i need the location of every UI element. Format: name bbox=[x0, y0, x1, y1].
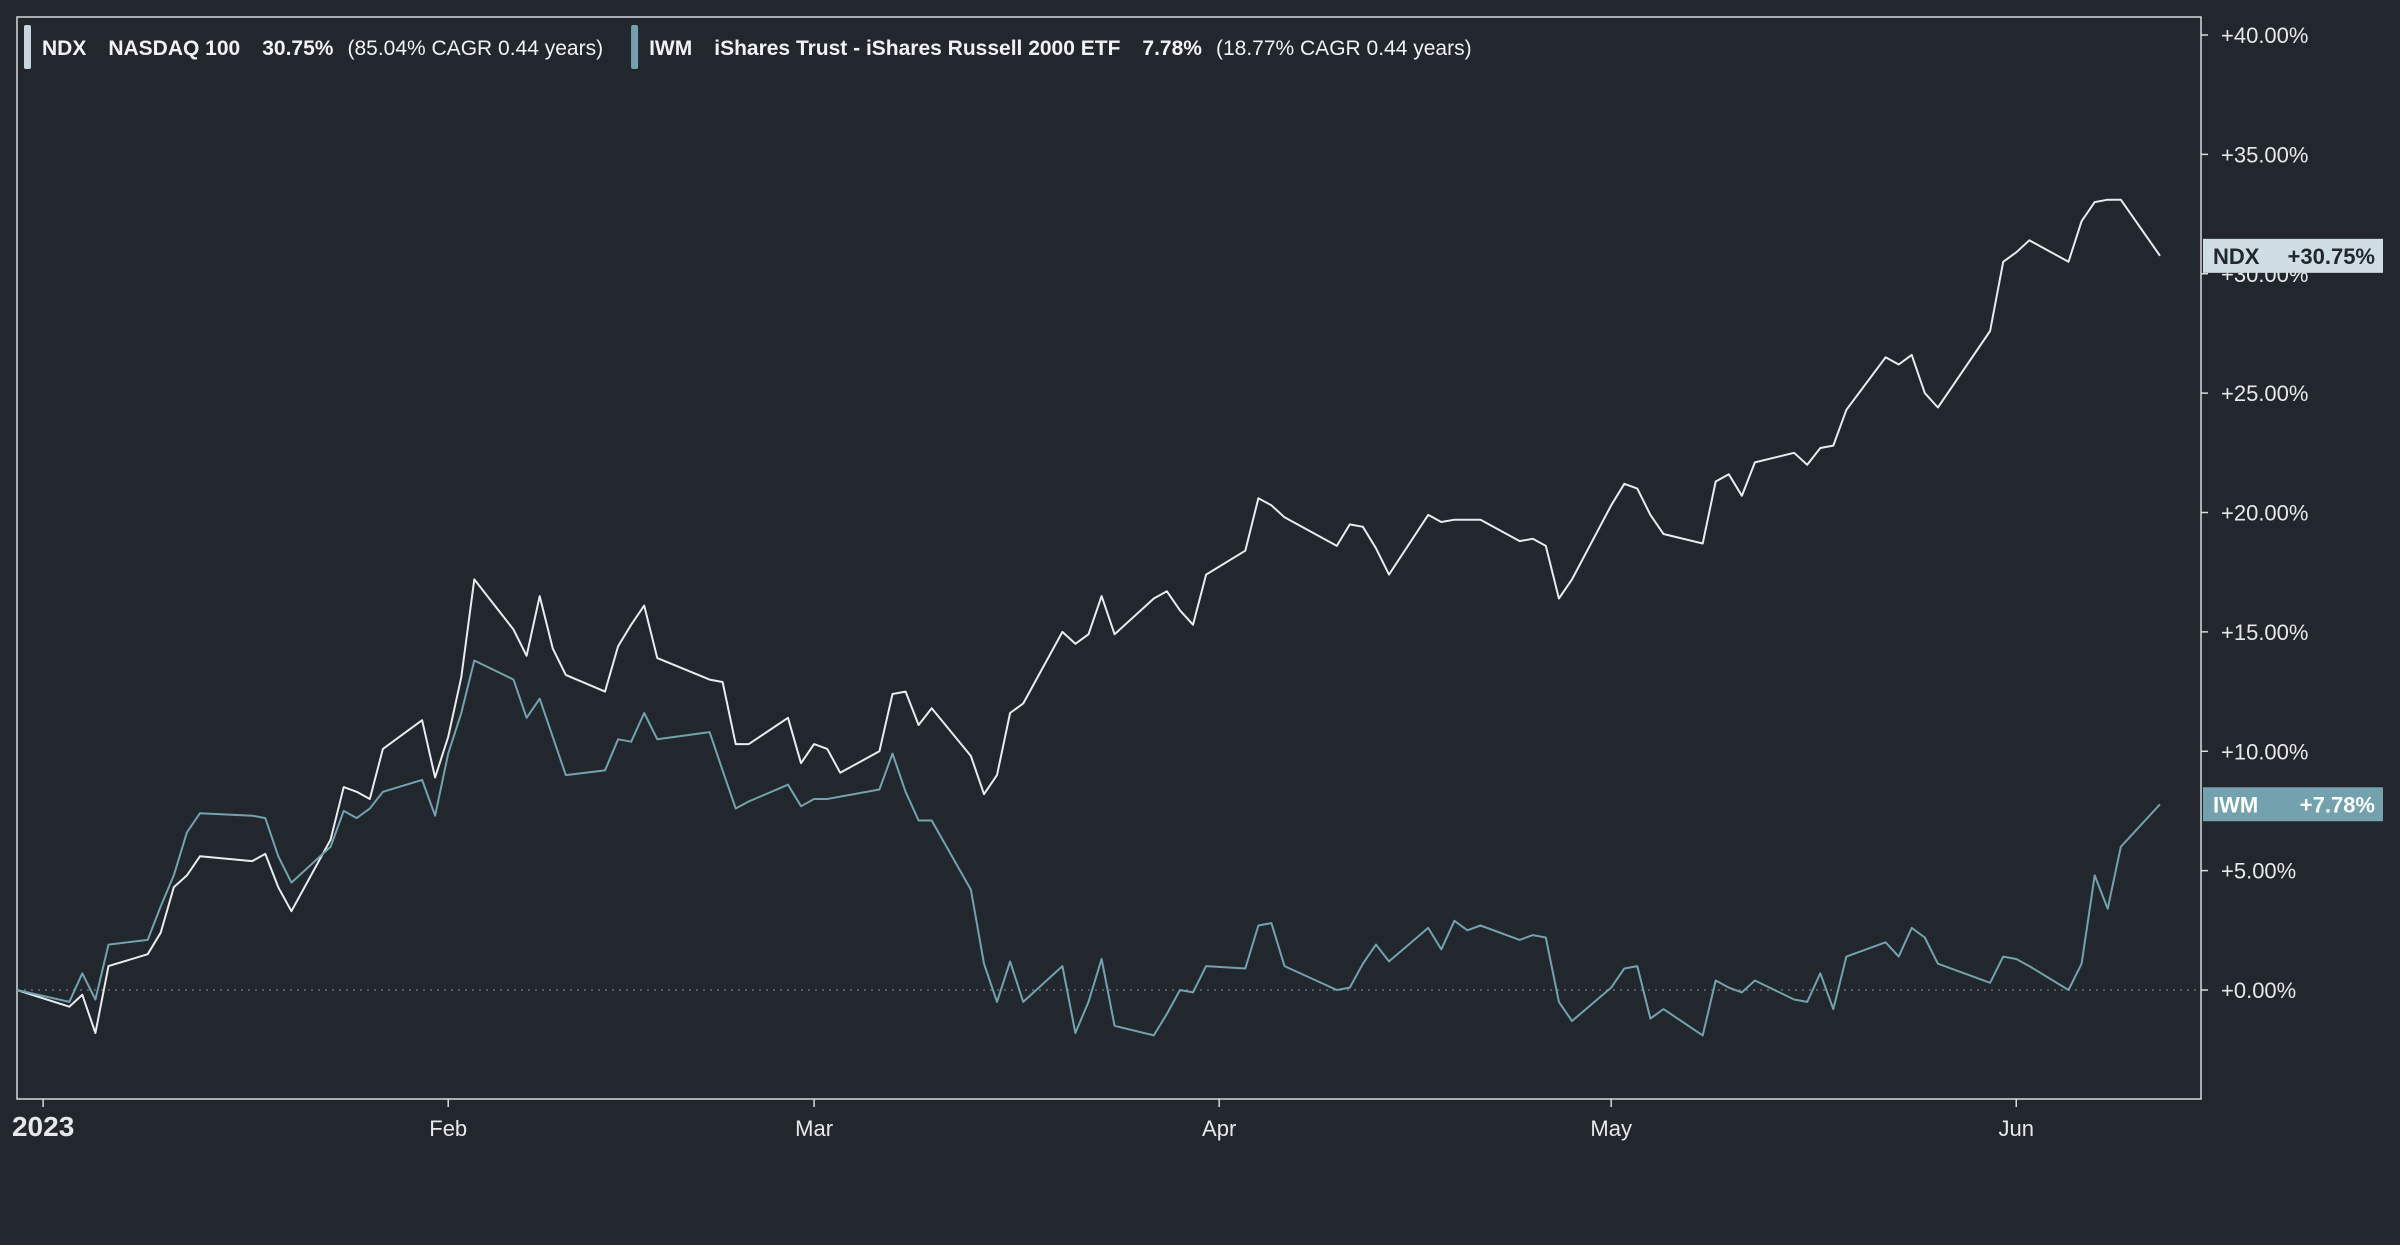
legend-swatch bbox=[24, 25, 31, 69]
series-line-ndx[interactable] bbox=[16, 198, 2161, 1034]
y-tick-label: +15.00% bbox=[2221, 620, 2308, 645]
legend-entry-iwm[interactable]: IWM iShares Trust - iShares Russell 2000 … bbox=[631, 25, 1472, 69]
y-tick-label: +25.00% bbox=[2221, 381, 2308, 406]
x-tick-label: Mar bbox=[795, 1116, 833, 1141]
legend-return: 30.75% bbox=[262, 37, 334, 60]
y-tick-label: +35.00% bbox=[2221, 142, 2308, 167]
price-tag-ndx: NDX +30.75% bbox=[2203, 238, 2383, 273]
x-tick-label: Feb bbox=[429, 1116, 467, 1141]
y-tick-label: +10.00% bbox=[2221, 739, 2308, 764]
x-tick-label: May bbox=[1590, 1116, 1632, 1141]
legend-name: NASDAQ 100 bbox=[108, 37, 240, 60]
legend-cagr: (18.77% CAGR 0.44 years) bbox=[1216, 37, 1472, 60]
price-tag-ticker: IWM bbox=[2213, 792, 2258, 817]
x-tick-label: 2023 bbox=[12, 1111, 74, 1142]
y-tick-label: +5.00% bbox=[2221, 859, 2296, 884]
legend-name: iShares Trust - iShares Russell 2000 ETF bbox=[714, 37, 1120, 60]
legend-return: 7.78% bbox=[1142, 37, 1202, 60]
legend-ticker: IWM bbox=[649, 37, 692, 60]
price-tag-bg bbox=[2203, 787, 2383, 822]
series-line-iwm[interactable] bbox=[16, 659, 2161, 1037]
y-tick-label: +20.00% bbox=[2221, 501, 2308, 526]
plot-border bbox=[16, 16, 2202, 1100]
price-tag-ticker: NDX bbox=[2213, 244, 2260, 269]
legend-ticker: NDX bbox=[42, 37, 86, 60]
x-tick-label: Jun bbox=[1999, 1116, 2034, 1141]
y-tick-label: +0.00% bbox=[2221, 978, 2296, 1003]
price-tag-value: +7.78% bbox=[2300, 792, 2375, 817]
legend-entry-ndx[interactable]: NDX NASDAQ 100 30.75% (85.04% CAGR 0.44 yea… bbox=[24, 25, 603, 69]
legend-cagr: (85.04% CAGR 0.44 years) bbox=[347, 37, 603, 60]
price-tag-bg bbox=[2203, 238, 2383, 273]
legend-swatch bbox=[631, 25, 639, 69]
x-tick-label: Apr bbox=[1202, 1116, 1236, 1141]
price-tag-value: +30.75% bbox=[2288, 244, 2375, 269]
price-tag-iwm: IWM +7.78% bbox=[2203, 787, 2383, 822]
y-tick-label: +40.00% bbox=[2221, 23, 2308, 48]
